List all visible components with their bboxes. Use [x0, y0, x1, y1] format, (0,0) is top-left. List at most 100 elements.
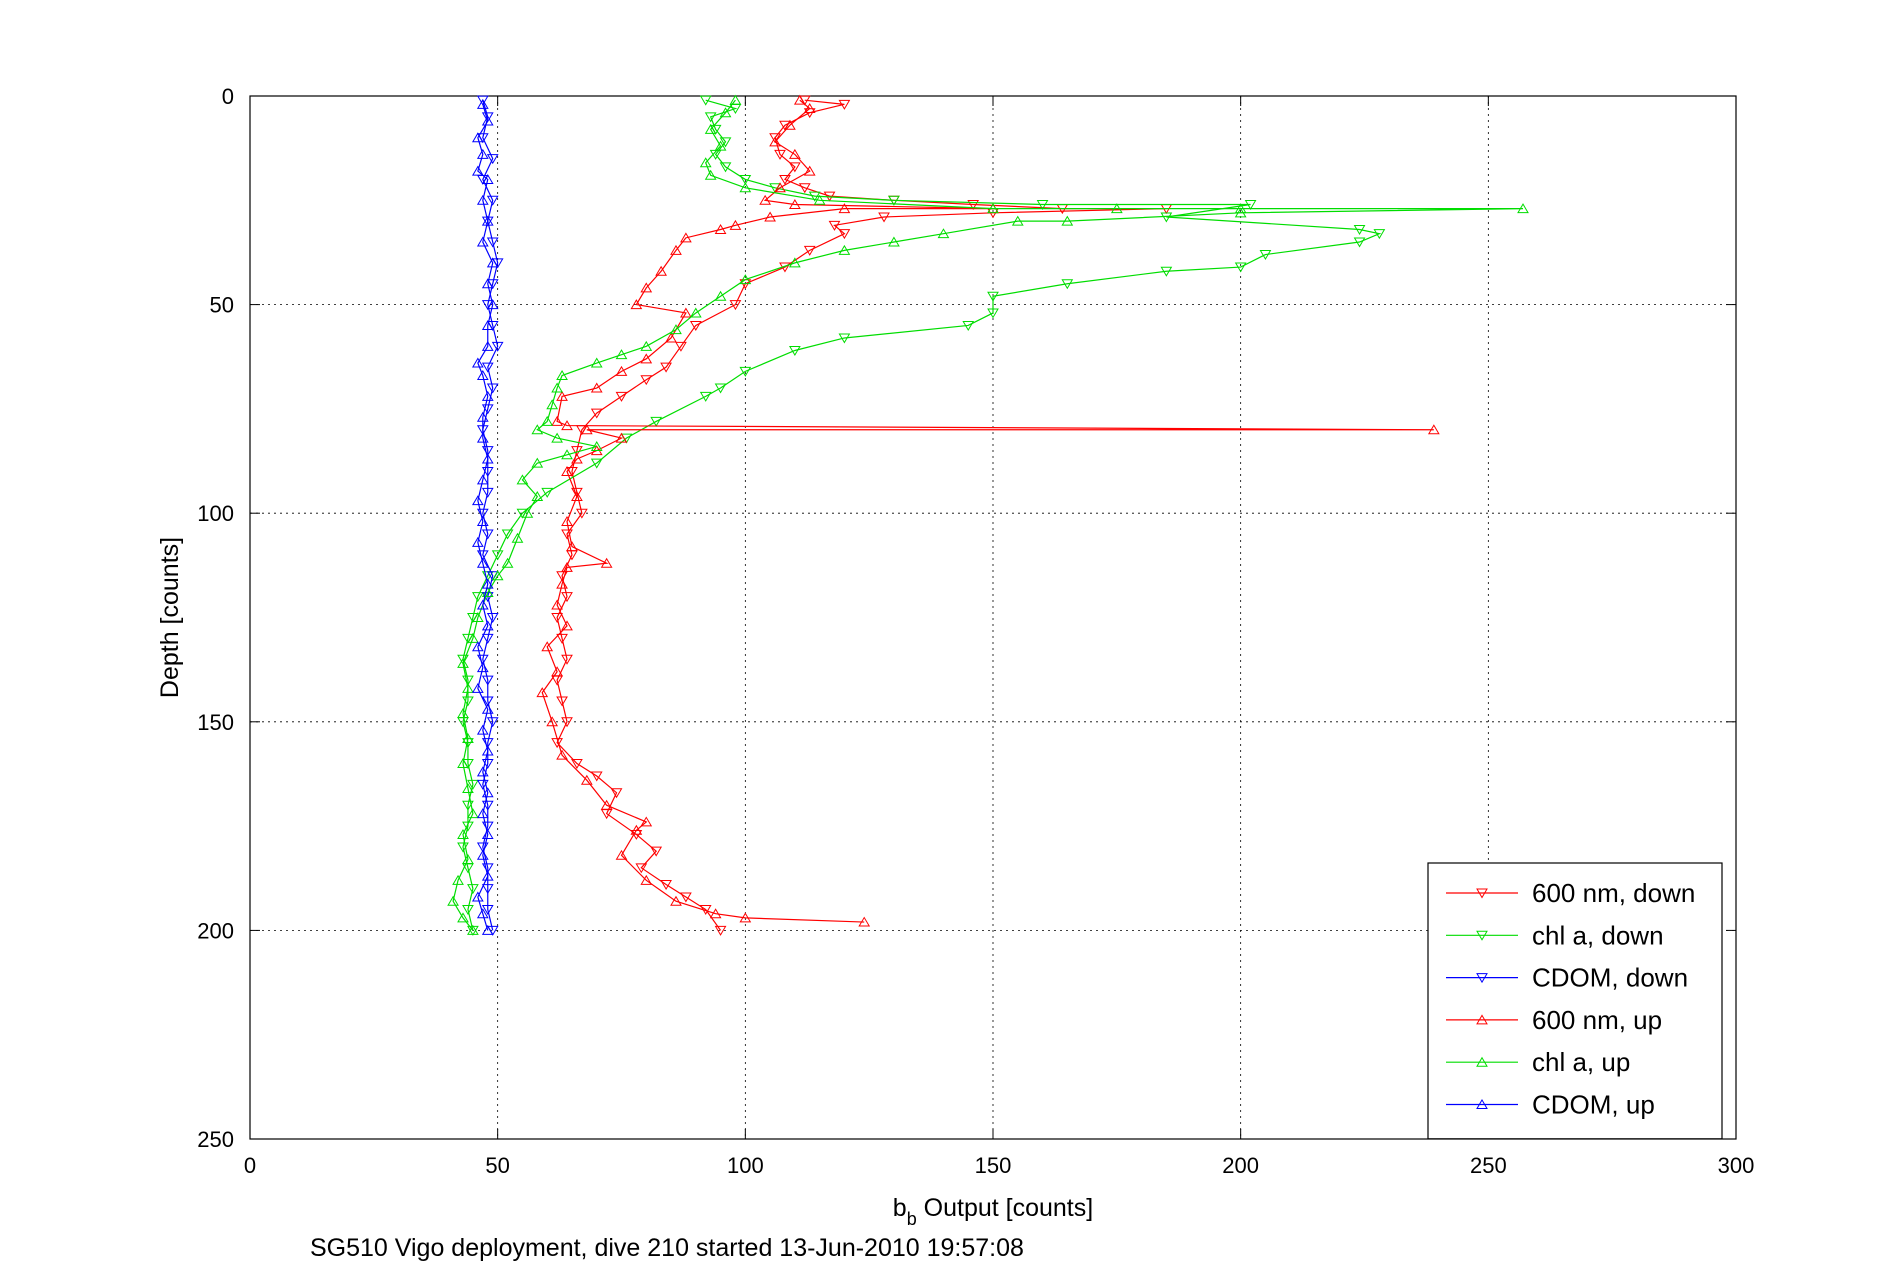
- data-point: [471, 682, 484, 693]
- data-point: [481, 112, 494, 123]
- data-point: [615, 365, 628, 376]
- data-point: [878, 212, 890, 223]
- data-point: [481, 828, 494, 839]
- data-point: [481, 620, 494, 631]
- data-point: [476, 908, 489, 919]
- data-point: [476, 557, 489, 568]
- series-line: [452, 99, 1524, 931]
- data-point: [769, 133, 781, 144]
- data-point: [531, 491, 544, 502]
- data-point: [714, 224, 727, 235]
- data-point: [476, 662, 489, 673]
- data-point: [803, 245, 816, 256]
- data-point: [481, 319, 494, 330]
- data-point: [476, 432, 489, 443]
- data-point: [793, 94, 806, 105]
- data-point: [471, 641, 484, 652]
- data-point: [1353, 225, 1366, 235]
- data-point: [471, 495, 484, 506]
- y-tick-label: 200: [197, 918, 234, 943]
- data-point: [481, 924, 494, 935]
- data-point: [962, 320, 975, 331]
- data-point: [1427, 424, 1440, 435]
- legend-label: 600 nm, up: [1532, 1005, 1662, 1035]
- data-point: [561, 717, 573, 728]
- data-point: [481, 870, 494, 881]
- data-point: [476, 236, 489, 247]
- data-point: [551, 382, 563, 393]
- data-point: [788, 198, 801, 209]
- data-point: [481, 362, 494, 373]
- data-point: [486, 257, 499, 268]
- data-point: [729, 94, 742, 105]
- data-point: [491, 550, 504, 561]
- data-point: [689, 307, 702, 318]
- data-point: [476, 766, 489, 777]
- legend-label: chl a, down: [1532, 920, 1664, 950]
- data-point: [481, 787, 494, 798]
- data-point: [739, 182, 752, 193]
- data-point: [670, 895, 682, 906]
- data-point: [541, 487, 554, 498]
- data-point: [531, 457, 544, 468]
- legend-swatch-marker: [1476, 1056, 1488, 1067]
- data-point: [551, 613, 563, 623]
- data-point: [739, 174, 752, 185]
- data-point: [481, 115, 494, 126]
- data-point: [462, 800, 474, 811]
- data-point: [486, 237, 499, 248]
- data-point: [704, 112, 717, 123]
- data-point: [556, 633, 568, 644]
- data-point: [561, 561, 573, 572]
- data-point: [680, 232, 692, 243]
- data-point: [481, 675, 494, 686]
- data-point: [838, 99, 851, 110]
- data-point: [838, 333, 851, 344]
- data-point: [774, 182, 786, 193]
- data-point: [1517, 203, 1529, 214]
- data-point: [481, 529, 494, 540]
- data-point: [561, 420, 573, 431]
- data-point: [729, 219, 742, 230]
- data-point: [987, 203, 999, 214]
- data-point: [457, 828, 469, 839]
- data-point: [937, 228, 950, 239]
- series-chl-a-down: [457, 95, 1386, 936]
- data-point: [486, 154, 499, 165]
- data-point: [719, 137, 732, 148]
- data-point: [788, 148, 801, 159]
- data-point: [1160, 212, 1173, 223]
- series-line: [462, 99, 1382, 931]
- data-point: [481, 578, 494, 589]
- data-point: [610, 788, 623, 799]
- data-point: [476, 599, 489, 610]
- data-point: [561, 516, 573, 527]
- data-point: [541, 415, 554, 426]
- data-point: [501, 557, 514, 568]
- data-point: [655, 265, 668, 276]
- data-point: [987, 308, 999, 319]
- data-point: [481, 340, 494, 351]
- data-point: [457, 654, 469, 665]
- x-tick-label: 300: [1718, 1153, 1755, 1178]
- data-point: [788, 257, 801, 268]
- data-point: [546, 399, 559, 410]
- data-point: [561, 592, 573, 603]
- data-point: [704, 169, 717, 180]
- data-point: [457, 912, 469, 923]
- data-point: [556, 578, 568, 589]
- legend-label: CDOM, up: [1532, 1090, 1655, 1120]
- data-point: [888, 195, 900, 206]
- data-point: [580, 774, 593, 785]
- legend-label: chl a, up: [1532, 1047, 1630, 1077]
- data-point: [476, 370, 489, 381]
- data-point: [838, 229, 851, 240]
- data-point: [546, 716, 559, 727]
- data-point: [481, 745, 494, 756]
- y-tick-label: 100: [197, 501, 234, 526]
- data-point: [714, 140, 727, 151]
- series-line: [541, 99, 1434, 923]
- data-point: [803, 103, 816, 114]
- data-point: [561, 620, 573, 631]
- data-point: [803, 165, 816, 176]
